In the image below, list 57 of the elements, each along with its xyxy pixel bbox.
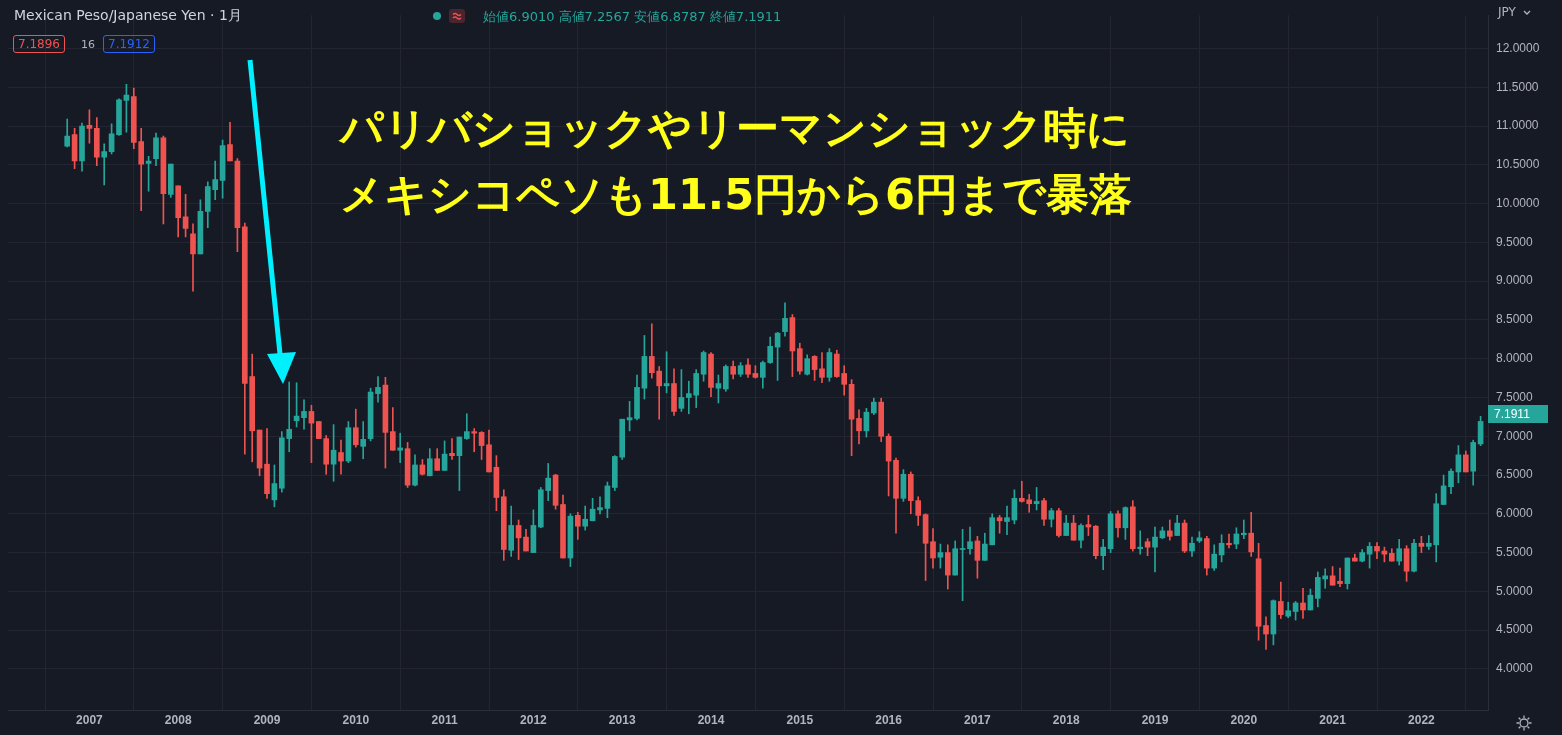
candlestick [101,143,108,186]
annotation: パリバショックやリーマンショック時に [340,102,1130,155]
x-tick-label: 2017 [964,712,992,727]
y-tick-label: 6.5000 [1496,467,1534,482]
chart-title: Mexican Peso/Japanese Yen · 1月 [14,7,242,25]
candlestick [360,421,367,460]
annotation: 始値6.9010 高値7.2567 安値6.8787 終値7.1911 [483,8,782,26]
annotation: メキシコペソも11.5円から6円まで暴落 [340,168,1133,221]
x-tick-label: 2008 [164,712,192,727]
candlestick [1152,526,1158,573]
candlestick [597,496,603,515]
y-tick-label: 5.0000 [1496,583,1534,598]
y-tick-label: 7.0000 [1496,428,1534,443]
annotation: 7.1912 [103,35,155,53]
y-tick-label: 5.5000 [1496,544,1534,559]
candlestick [449,438,455,460]
text: 7.1911 [1488,405,1548,423]
x-tick-label: 2014 [697,712,725,727]
y-tick-label: 10.0000 [1496,195,1540,210]
y-tick-label: 4.0000 [1496,661,1534,676]
y-tick-label: 11.5000 [1496,79,1539,94]
x-tick-label: 2019 [1141,712,1169,727]
y-tick-label: 8.5000 [1496,312,1534,327]
candlestick [397,432,404,463]
y-tick-label: 7.5000 [1496,389,1534,404]
candlestick [1337,567,1343,588]
candlestick [471,428,478,453]
candlestick [338,439,344,475]
y-tick-label: 11.0000 [1496,118,1539,133]
candlestick [1226,533,1232,549]
x-tick-label: 2013 [608,712,636,727]
candlestick [301,399,307,430]
y-tick-label: 10.5000 [1496,157,1540,172]
x-tick-label: 2010 [342,712,370,727]
x-tick-label: 2011 [431,712,458,727]
y-tick-label: 4.5000 [1496,622,1534,637]
candlestick [1137,530,1144,555]
candlestick [1300,587,1306,619]
x-tick-label: 2020 [1230,712,1258,727]
y-tick-label: 12.0000 [1496,40,1540,55]
x-tick-label: 2016 [875,712,903,727]
x-tick-label: 2021 [1319,712,1347,727]
x-tick-label: 2007 [76,712,104,727]
y-axis-title: JPY [1498,5,1516,19]
y-tick-label: 8.0000 [1496,351,1534,366]
x-tick-label: 2015 [786,712,814,727]
y-tick-label: 6.0000 [1496,506,1534,521]
candlestick [1004,505,1010,536]
y-tick-label: 9.0000 [1496,273,1534,288]
candlestick [1240,519,1247,539]
y-tick-label: 9.5000 [1496,234,1534,249]
x-tick-label: 2009 [253,712,281,727]
x-tick-label: 2022 [1408,712,1436,727]
x-tick-label: 2012 [520,712,548,727]
annotation: 16 [81,38,95,51]
x-tick-label: 2018 [1052,712,1080,727]
annotation: 7.1896 [13,35,65,53]
